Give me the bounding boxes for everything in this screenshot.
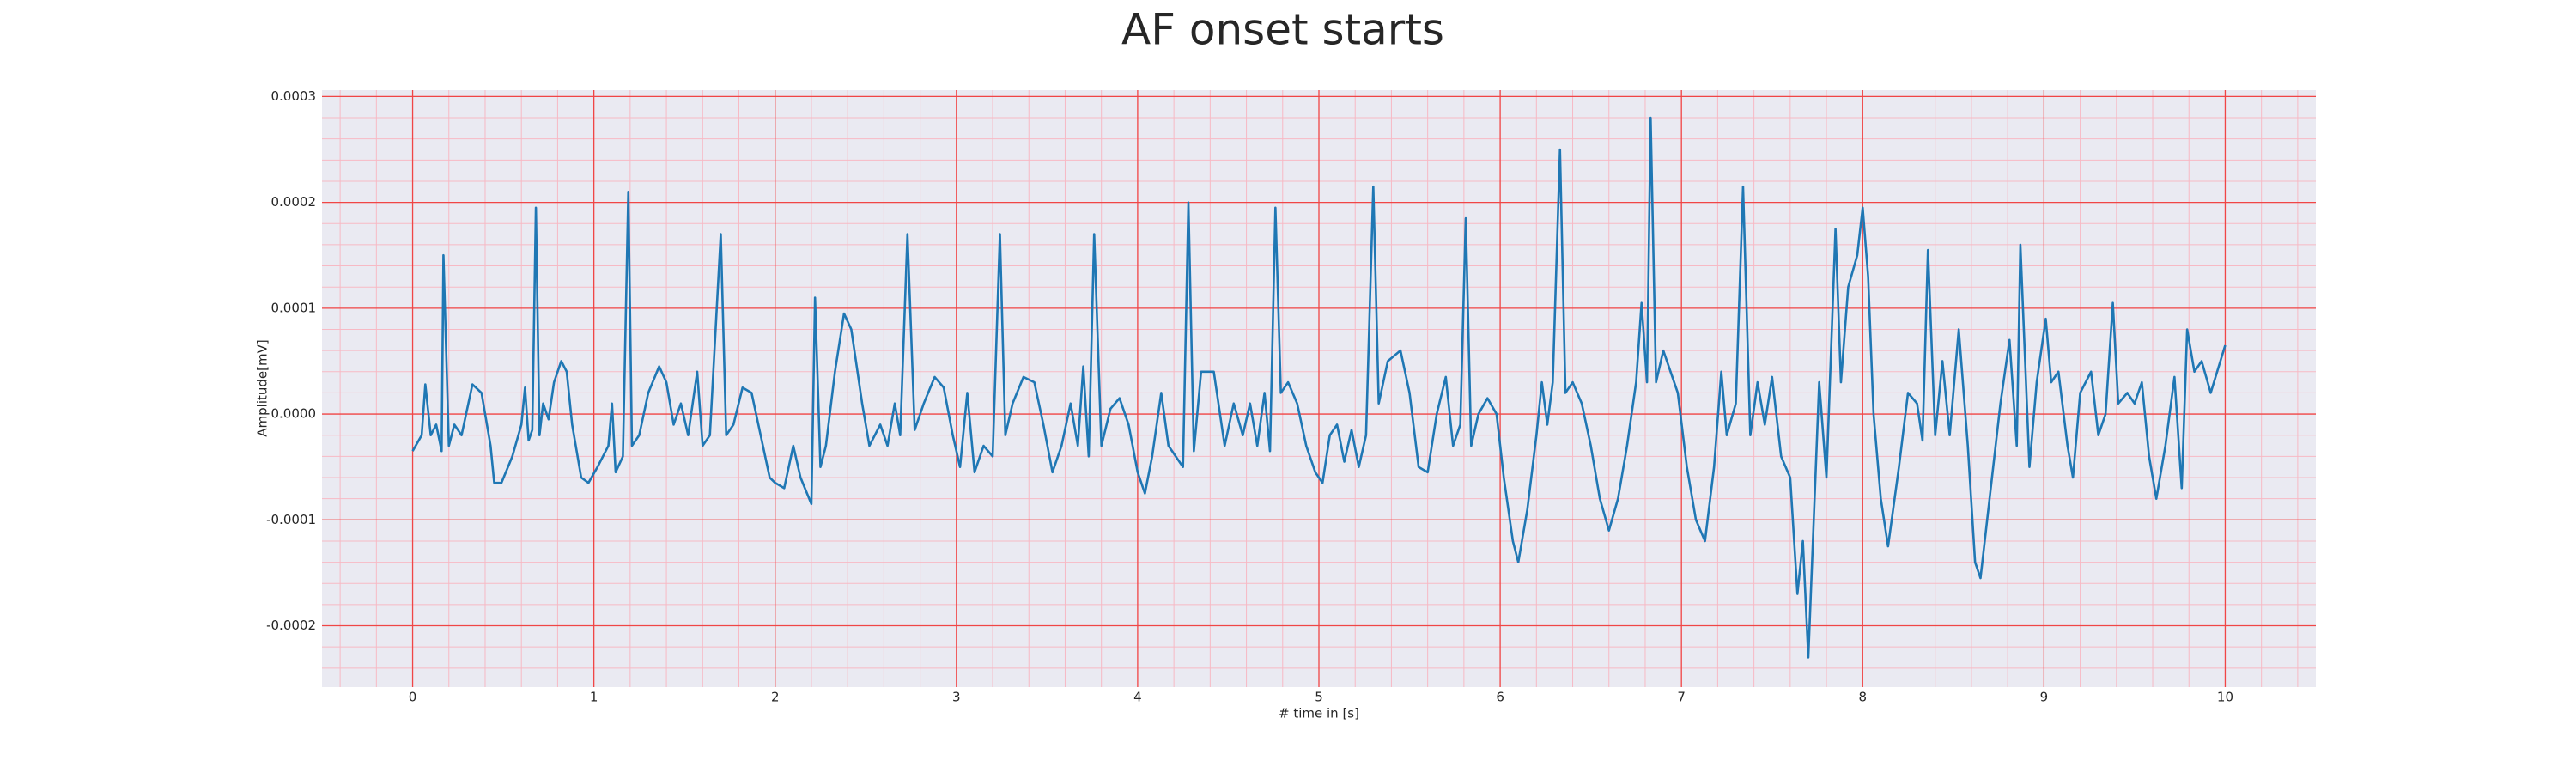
x-axis-label: # time in [s] [1279, 706, 1359, 721]
y-tick-label: 0.0001 [271, 300, 317, 315]
y-axis-label: Amplitude[mV] [255, 339, 270, 436]
x-tick-label: 1 [590, 690, 598, 705]
x-tick-label: 4 [1133, 690, 1142, 705]
x-tick-label: 9 [2040, 690, 2049, 705]
ecg-line [411, 116, 2227, 659]
x-tick-label: 0 [409, 690, 417, 705]
marks [411, 116, 2227, 659]
y-tick-label: 0.0002 [271, 194, 317, 210]
y-tick-label: -0.0001 [266, 512, 316, 527]
y-tick-label: 0.0000 [271, 406, 317, 422]
x-tick-label: 7 [1677, 690, 1686, 705]
y-tick-label: 0.0003 [271, 88, 317, 104]
chart-title: AF onset starts [1121, 5, 1444, 55]
y-tick-label: -0.0002 [266, 618, 316, 633]
x-tick-label: 3 [952, 690, 961, 705]
major-grid [322, 90, 2316, 687]
x-tick-label: 8 [1858, 690, 1867, 705]
x-tick-label: 2 [771, 690, 780, 705]
x-tick-label: 10 [2217, 690, 2233, 705]
x-tick-label: 6 [1496, 690, 1504, 705]
x-tick-label: 5 [1315, 690, 1323, 705]
